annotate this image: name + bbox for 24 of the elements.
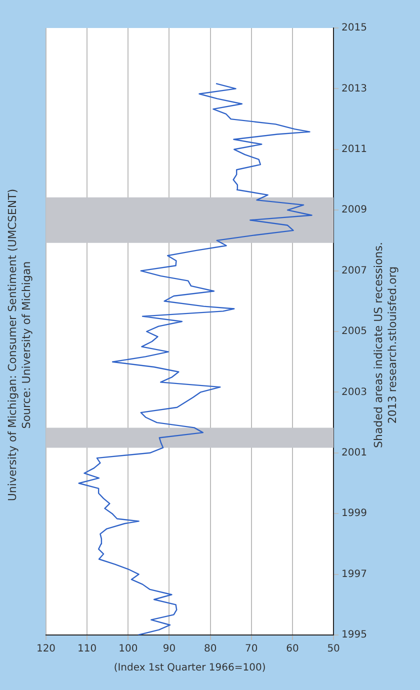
x-tick-label: 50 <box>327 644 340 655</box>
y-tick-label: 2013 <box>342 83 368 94</box>
text: University of Michigan: Consumer Sentiment (UMCSENT) <box>6 188 20 504</box>
y-tick-label: 1999 <box>342 508 368 520</box>
y-tick-label: 2003 <box>342 386 368 398</box>
x-tick-label: 90 <box>162 644 176 655</box>
x-tick-label: 80 <box>204 644 217 655</box>
y-tick-label: 2007 <box>342 265 368 276</box>
y-tick-label: 1997 <box>342 568 368 580</box>
y-tick-label: 2009 <box>342 204 368 216</box>
y-tick-label: 2011 <box>342 144 368 155</box>
text: Source: University of Michigan <box>20 260 34 431</box>
x-tick-label: 110 <box>78 644 97 655</box>
text: Shaded areas indicate US recessions. <box>372 241 386 450</box>
y-tick-label: 2015 <box>342 22 368 34</box>
text: 2013 research.stlouisfed.org <box>386 265 400 426</box>
x-tick-label: 60 <box>286 644 299 655</box>
x-tick-label: 100 <box>118 644 138 655</box>
y-tick-label: 2005 <box>342 326 368 338</box>
y-tick-label: 1995 <box>342 630 368 641</box>
x-tick-label: 70 <box>245 644 258 655</box>
x-axis-title: (Index 1st Quarter 1966=100) <box>114 662 266 674</box>
y-tick-label: 2001 <box>342 447 368 458</box>
x-tick-label: 120 <box>36 644 56 655</box>
